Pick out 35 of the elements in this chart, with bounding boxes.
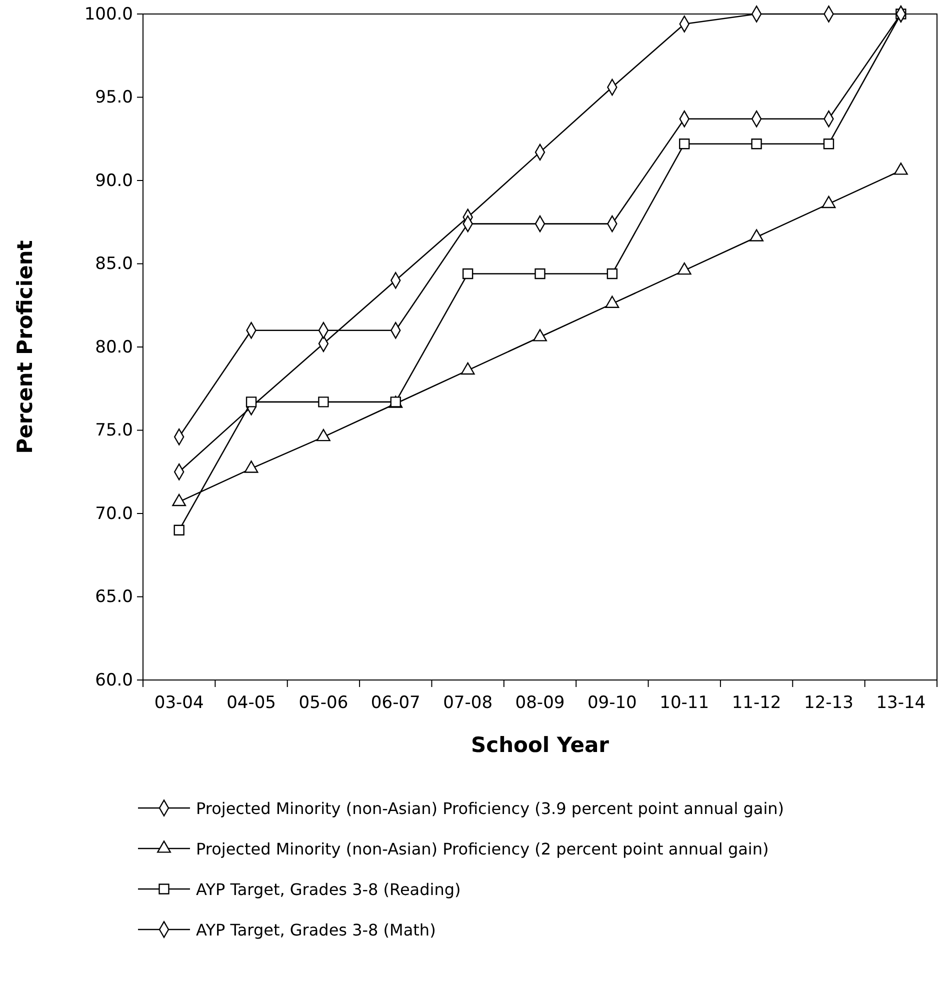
point — [462, 268, 474, 280]
legend-label: Projected Minority (non-Asian) Proficiency (3.9 percent point annual gain) — [196, 799, 784, 818]
point — [751, 138, 762, 150]
x-tick-label: 08-09 — [515, 693, 565, 714]
point — [679, 138, 690, 150]
x-tick-label: 11-12 — [732, 693, 782, 714]
y-tick-label: 85.0 — [95, 254, 133, 274]
x-tick-label: 10-11 — [660, 693, 710, 714]
y-tick-label: 95.0 — [95, 88, 133, 108]
x-tick-label: 09-10 — [587, 693, 637, 714]
x-tick-label: 03-04 — [154, 693, 204, 714]
point — [606, 268, 618, 280]
y-tick-label: 80.0 — [95, 337, 133, 358]
y-tick-label: 100.0 — [84, 4, 133, 24]
y-tick-label: 60.0 — [95, 670, 133, 690]
point — [823, 138, 834, 150]
y-tick-label: 70.0 — [95, 504, 133, 524]
point — [174, 524, 184, 536]
y-tick-label: 75.0 — [95, 420, 133, 441]
y-tick-label: 65.0 — [95, 587, 133, 608]
x-tick-label: 13-14 — [876, 693, 926, 714]
x-axis-title: School Year — [471, 733, 610, 757]
legend-label: AYP Target, Grades 3-8 (Math) — [196, 920, 436, 940]
x-tick-label: 07-08 — [443, 693, 493, 714]
point — [534, 268, 546, 280]
point — [246, 396, 257, 408]
x-tick-label: 06-07 — [370, 693, 420, 714]
x-tick-label: 04-05 — [226, 693, 276, 714]
point — [318, 396, 329, 408]
x-tick-label: 12-13 — [804, 693, 854, 714]
y-axis-title: Percent Proficient — [13, 240, 37, 454]
legend-label: Projected Minority (non-Asian) Proficiency (2 percent point annual gain) — [196, 840, 769, 858]
x-tick-label: 05-06 — [298, 693, 348, 714]
legend-label: AYP Target, Grades 3-8 (Reading) — [196, 880, 461, 899]
y-tick-label: 90.0 — [95, 170, 133, 191]
